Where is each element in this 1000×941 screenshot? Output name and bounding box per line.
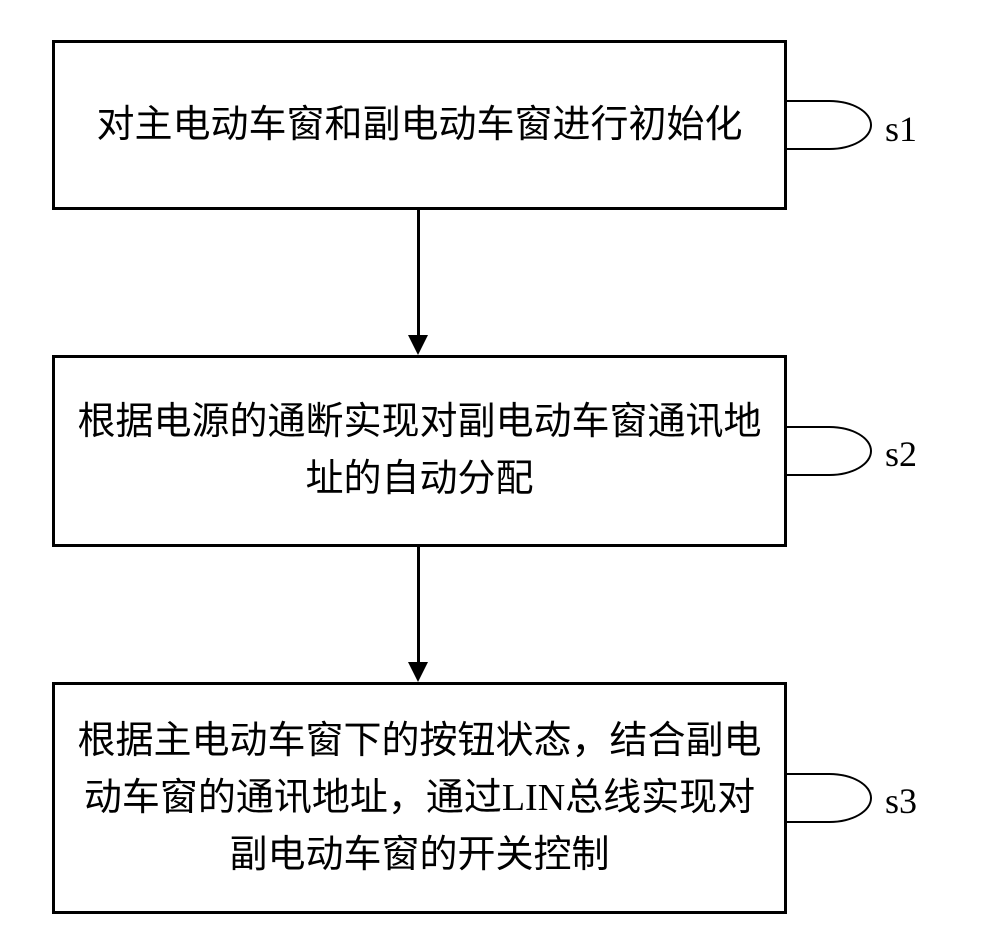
node-2-text: 根据电源的通断实现对副电动车窗通讯地址的自动分配: [75, 394, 764, 508]
flowchart-node-1: 对主电动车窗和副电动车窗进行初始化: [52, 40, 787, 210]
flowchart-node-3: 根据主电动车窗下的按钮状态，结合副电动车窗的通讯地址，通过LIN总线实现对副电动…: [52, 682, 787, 914]
arrow-1-2-head: [408, 335, 428, 355]
connector-2: [787, 426, 872, 476]
node-3-text: 根据主电动车窗下的按钮状态，结合副电动车窗的通讯地址，通过LIN总线实现对副电动…: [75, 713, 764, 884]
flowchart-container: 对主电动车窗和副电动车窗进行初始化 s1 根据电源的通断实现对副电动车窗通讯地址…: [0, 0, 1000, 941]
flowchart-node-2: 根据电源的通断实现对副电动车窗通讯地址的自动分配: [52, 355, 787, 547]
arrow-2-3-head: [408, 662, 428, 682]
arrow-2-3-line: [417, 547, 420, 662]
label-s3: s3: [885, 780, 917, 822]
arrow-1-2-line: [417, 210, 420, 335]
connector-3: [787, 773, 872, 823]
label-s2: s2: [885, 433, 917, 475]
connector-1: [787, 100, 872, 150]
label-s1: s1: [885, 108, 917, 150]
node-1-text: 对主电动车窗和副电动车窗进行初始化: [96, 97, 742, 154]
